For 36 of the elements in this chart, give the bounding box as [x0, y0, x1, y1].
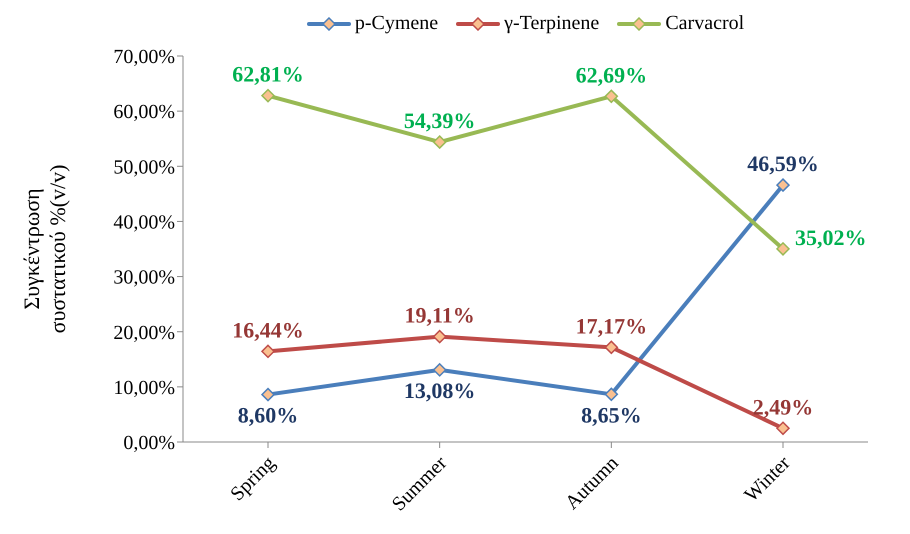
data-label: 13,08% [404, 378, 476, 403]
data-label: 8,60% [238, 402, 298, 428]
point [776, 178, 790, 192]
y-tick-label: 40,00% [113, 212, 175, 234]
data-label: 17,17% [576, 313, 648, 338]
y-tick-label: 30,00% [113, 266, 175, 289]
point [261, 388, 275, 402]
y-tick-label: 50,00% [113, 156, 175, 178]
point [261, 88, 275, 102]
point [604, 90, 618, 104]
point [432, 135, 446, 149]
data-label: 35,02% [795, 224, 866, 250]
legend-label: p-Cymene [354, 12, 438, 35]
data-label: 62,69% [576, 62, 648, 88]
legend-label: Carvacrol [665, 12, 744, 35]
y-tick-label: 0,00% [123, 432, 175, 454]
y-tick-label: 20,00% [113, 322, 175, 344]
data-label: 46,59% [747, 151, 819, 176]
point [432, 330, 446, 344]
point [776, 422, 790, 436]
legend-label: γ-Terpinene [504, 12, 600, 35]
point [432, 363, 446, 377]
y-axis-title: Συγκέντρωση συστατικού %(v/v) [19, 164, 70, 334]
data-label: 2,49% [752, 394, 814, 420]
data-label: 54,39% [404, 108, 476, 134]
y-tick-label: 70,00% [113, 46, 175, 68]
point [604, 388, 618, 402]
data-label: 8,65% [581, 402, 642, 428]
point [261, 344, 275, 358]
point [776, 242, 790, 256]
point [604, 340, 618, 354]
data-label: 19,11% [404, 302, 475, 328]
data-label: 16,44% [232, 317, 304, 342]
y-tick-label: 60,00% [113, 101, 175, 124]
data-label: 62,81% [232, 62, 304, 87]
y-tick-label: 10,00% [113, 376, 175, 399]
